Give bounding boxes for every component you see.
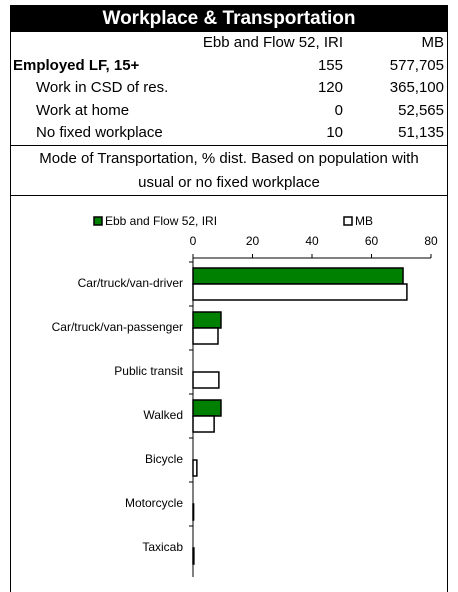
- cell: 10: [326, 124, 343, 141]
- cell: 155: [317, 56, 343, 74]
- x-tick-label: 0: [190, 234, 197, 248]
- cell: Work at home: [36, 101, 130, 119]
- x-tick-label: 20: [246, 234, 260, 248]
- x-tick-label: 60: [365, 234, 379, 248]
- y-tick-label: Taxicab: [142, 540, 183, 554]
- cell: No fixed workplace: [36, 124, 163, 141]
- cell: 51,135: [398, 124, 444, 141]
- x-tick-label: 40: [305, 234, 319, 248]
- caption: Mode of Transportation, % dist. Based on…: [11, 144, 447, 196]
- bar: [192, 282, 408, 301]
- y-tick-label: Bicycle: [145, 452, 183, 466]
- y-tick-label: Public transit: [114, 364, 183, 378]
- bar: [192, 414, 215, 433]
- table-row: Employed LF, 15+ 155 577,705: [11, 55, 447, 78]
- col-header: Ebb and Flow 52, IRI: [202, 34, 343, 51]
- table-row: No fixed workplace 10 51,135: [11, 122, 447, 145]
- bar: [192, 310, 222, 329]
- table-row: Work in CSD of res. 120 365,100: [11, 77, 447, 100]
- legend-label: MB: [355, 214, 373, 228]
- bar: [192, 546, 195, 565]
- cell: 52,565: [398, 101, 444, 119]
- table-row: Work at home 0 52,565: [11, 100, 447, 123]
- bar: [192, 458, 198, 477]
- cell: Employed LF, 15+: [13, 56, 140, 74]
- legend-swatch: [93, 215, 103, 226]
- x-tick-label: 80: [424, 234, 438, 248]
- bar: [192, 326, 219, 345]
- y-tick-label: Car/truck/van-driver: [78, 276, 183, 290]
- title: Workplace & Transportation: [11, 5, 447, 32]
- cell: 120: [317, 79, 343, 96]
- y-tick-label: Walked: [143, 408, 183, 422]
- table-body: Employed LF, 15+ 155 577,705 Work in CSD of…: [11, 55, 447, 145]
- bar: [192, 502, 195, 521]
- cell: 365,100: [389, 79, 444, 96]
- cell: Work in CSD of res.: [36, 79, 169, 96]
- legend-swatch: [343, 215, 353, 226]
- cell: 577,705: [389, 56, 444, 74]
- bar: [192, 266, 404, 285]
- chart: Ebb and Flow 52, IRI MB 0 20 40 60 80 Car/truck…: [52, 214, 438, 577]
- table-header: Ebb and Flow 52, IRI MB: [11, 32, 447, 55]
- y-tick-label: Car/truck/van-passenger: [52, 320, 183, 334]
- legend-label: Ebb and Flow 52, IRI: [105, 214, 217, 228]
- y-tick-label: Motorcycle: [125, 496, 183, 510]
- bar: [192, 398, 222, 417]
- cell: 0: [334, 101, 343, 119]
- panel: Workplace & Transportation Ebb and Flow …: [10, 5, 448, 592]
- col-header: MB: [421, 34, 445, 51]
- bar: [192, 370, 220, 389]
